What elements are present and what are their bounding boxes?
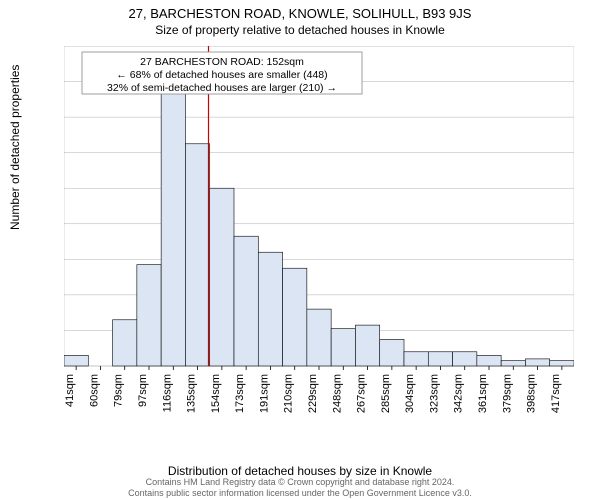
histogram-bars [64, 87, 574, 366]
histogram-bar [355, 325, 379, 366]
svg-text:135sqm: 135sqm [186, 374, 198, 413]
histogram-bar [550, 361, 574, 366]
histogram-bar [234, 236, 258, 366]
svg-text:417sqm: 417sqm [550, 374, 562, 413]
footer-line-1: Contains HM Land Registry data © Crown c… [0, 477, 600, 487]
histogram-bar [525, 359, 549, 366]
histogram-bar [137, 265, 161, 366]
y-axis-label: Number of detached properties [8, 65, 22, 230]
svg-text:304sqm: 304sqm [404, 374, 416, 413]
svg-text:342sqm: 342sqm [453, 374, 465, 413]
histogram-bar [161, 87, 185, 366]
svg-text:173sqm: 173sqm [234, 374, 246, 413]
svg-text:41sqm: 41sqm [64, 374, 76, 407]
histogram-bar [331, 329, 355, 366]
footer-line-3: Contains public sector information licen… [0, 488, 600, 498]
annotation-line: 32% of semi-detached houses are larger (… [107, 82, 337, 94]
svg-text:97sqm: 97sqm [137, 374, 149, 407]
svg-text:154sqm: 154sqm [210, 374, 222, 413]
histogram-bar [113, 320, 137, 366]
histogram-bar [404, 352, 428, 366]
svg-text:267sqm: 267sqm [356, 374, 368, 413]
svg-text:229sqm: 229sqm [307, 374, 319, 413]
svg-text:361sqm: 361sqm [477, 374, 489, 413]
chart-subtitle: Size of property relative to detached ho… [0, 21, 600, 37]
svg-text:79sqm: 79sqm [113, 374, 125, 407]
footer-attribution: Contains HM Land Registry data © Crown c… [0, 477, 600, 498]
svg-text:398sqm: 398sqm [526, 374, 538, 413]
chart-plot-area: 020406080100120140160180 41sqm60sqm79sqm… [64, 46, 574, 416]
annotation-box: 27 BARCHESTON ROAD: 152sqm← 68% of detac… [82, 52, 362, 94]
x-axis-label: Distribution of detached houses by size … [0, 464, 600, 478]
x-axis-ticks: 41sqm 60sqm 79sqm 97sqm 116sqm 135sqm 154sqm 17… [64, 366, 562, 413]
histogram-bar [210, 188, 234, 366]
histogram-bar [185, 144, 209, 366]
annotation-line: 27 BARCHESTON ROAD: 152sqm [140, 56, 304, 68]
histogram-bar [64, 355, 88, 366]
svg-text:323sqm: 323sqm [428, 374, 440, 413]
histogram-bar [283, 268, 307, 366]
chart-title: 27, BARCHESTON ROAD, KNOWLE, SOLIHULL, B… [0, 0, 600, 21]
histogram-bar [501, 361, 525, 366]
svg-text:60sqm: 60sqm [88, 374, 100, 407]
histogram-bar [477, 355, 501, 366]
histogram-bar [258, 252, 282, 366]
histogram-bar [428, 352, 452, 366]
svg-text:285sqm: 285sqm [380, 374, 392, 413]
svg-text:116sqm: 116sqm [161, 374, 173, 412]
svg-text:379sqm: 379sqm [501, 374, 513, 413]
histogram-bar [307, 309, 331, 366]
svg-text:248sqm: 248sqm [331, 374, 343, 413]
svg-text:191sqm: 191sqm [258, 374, 270, 413]
svg-text:210sqm: 210sqm [283, 374, 295, 413]
annotation-line: ← 68% of detached houses are smaller (44… [116, 69, 327, 81]
chart-svg: 020406080100120140160180 41sqm60sqm79sqm… [64, 46, 574, 416]
histogram-bar [380, 339, 404, 366]
histogram-bar [453, 352, 477, 366]
